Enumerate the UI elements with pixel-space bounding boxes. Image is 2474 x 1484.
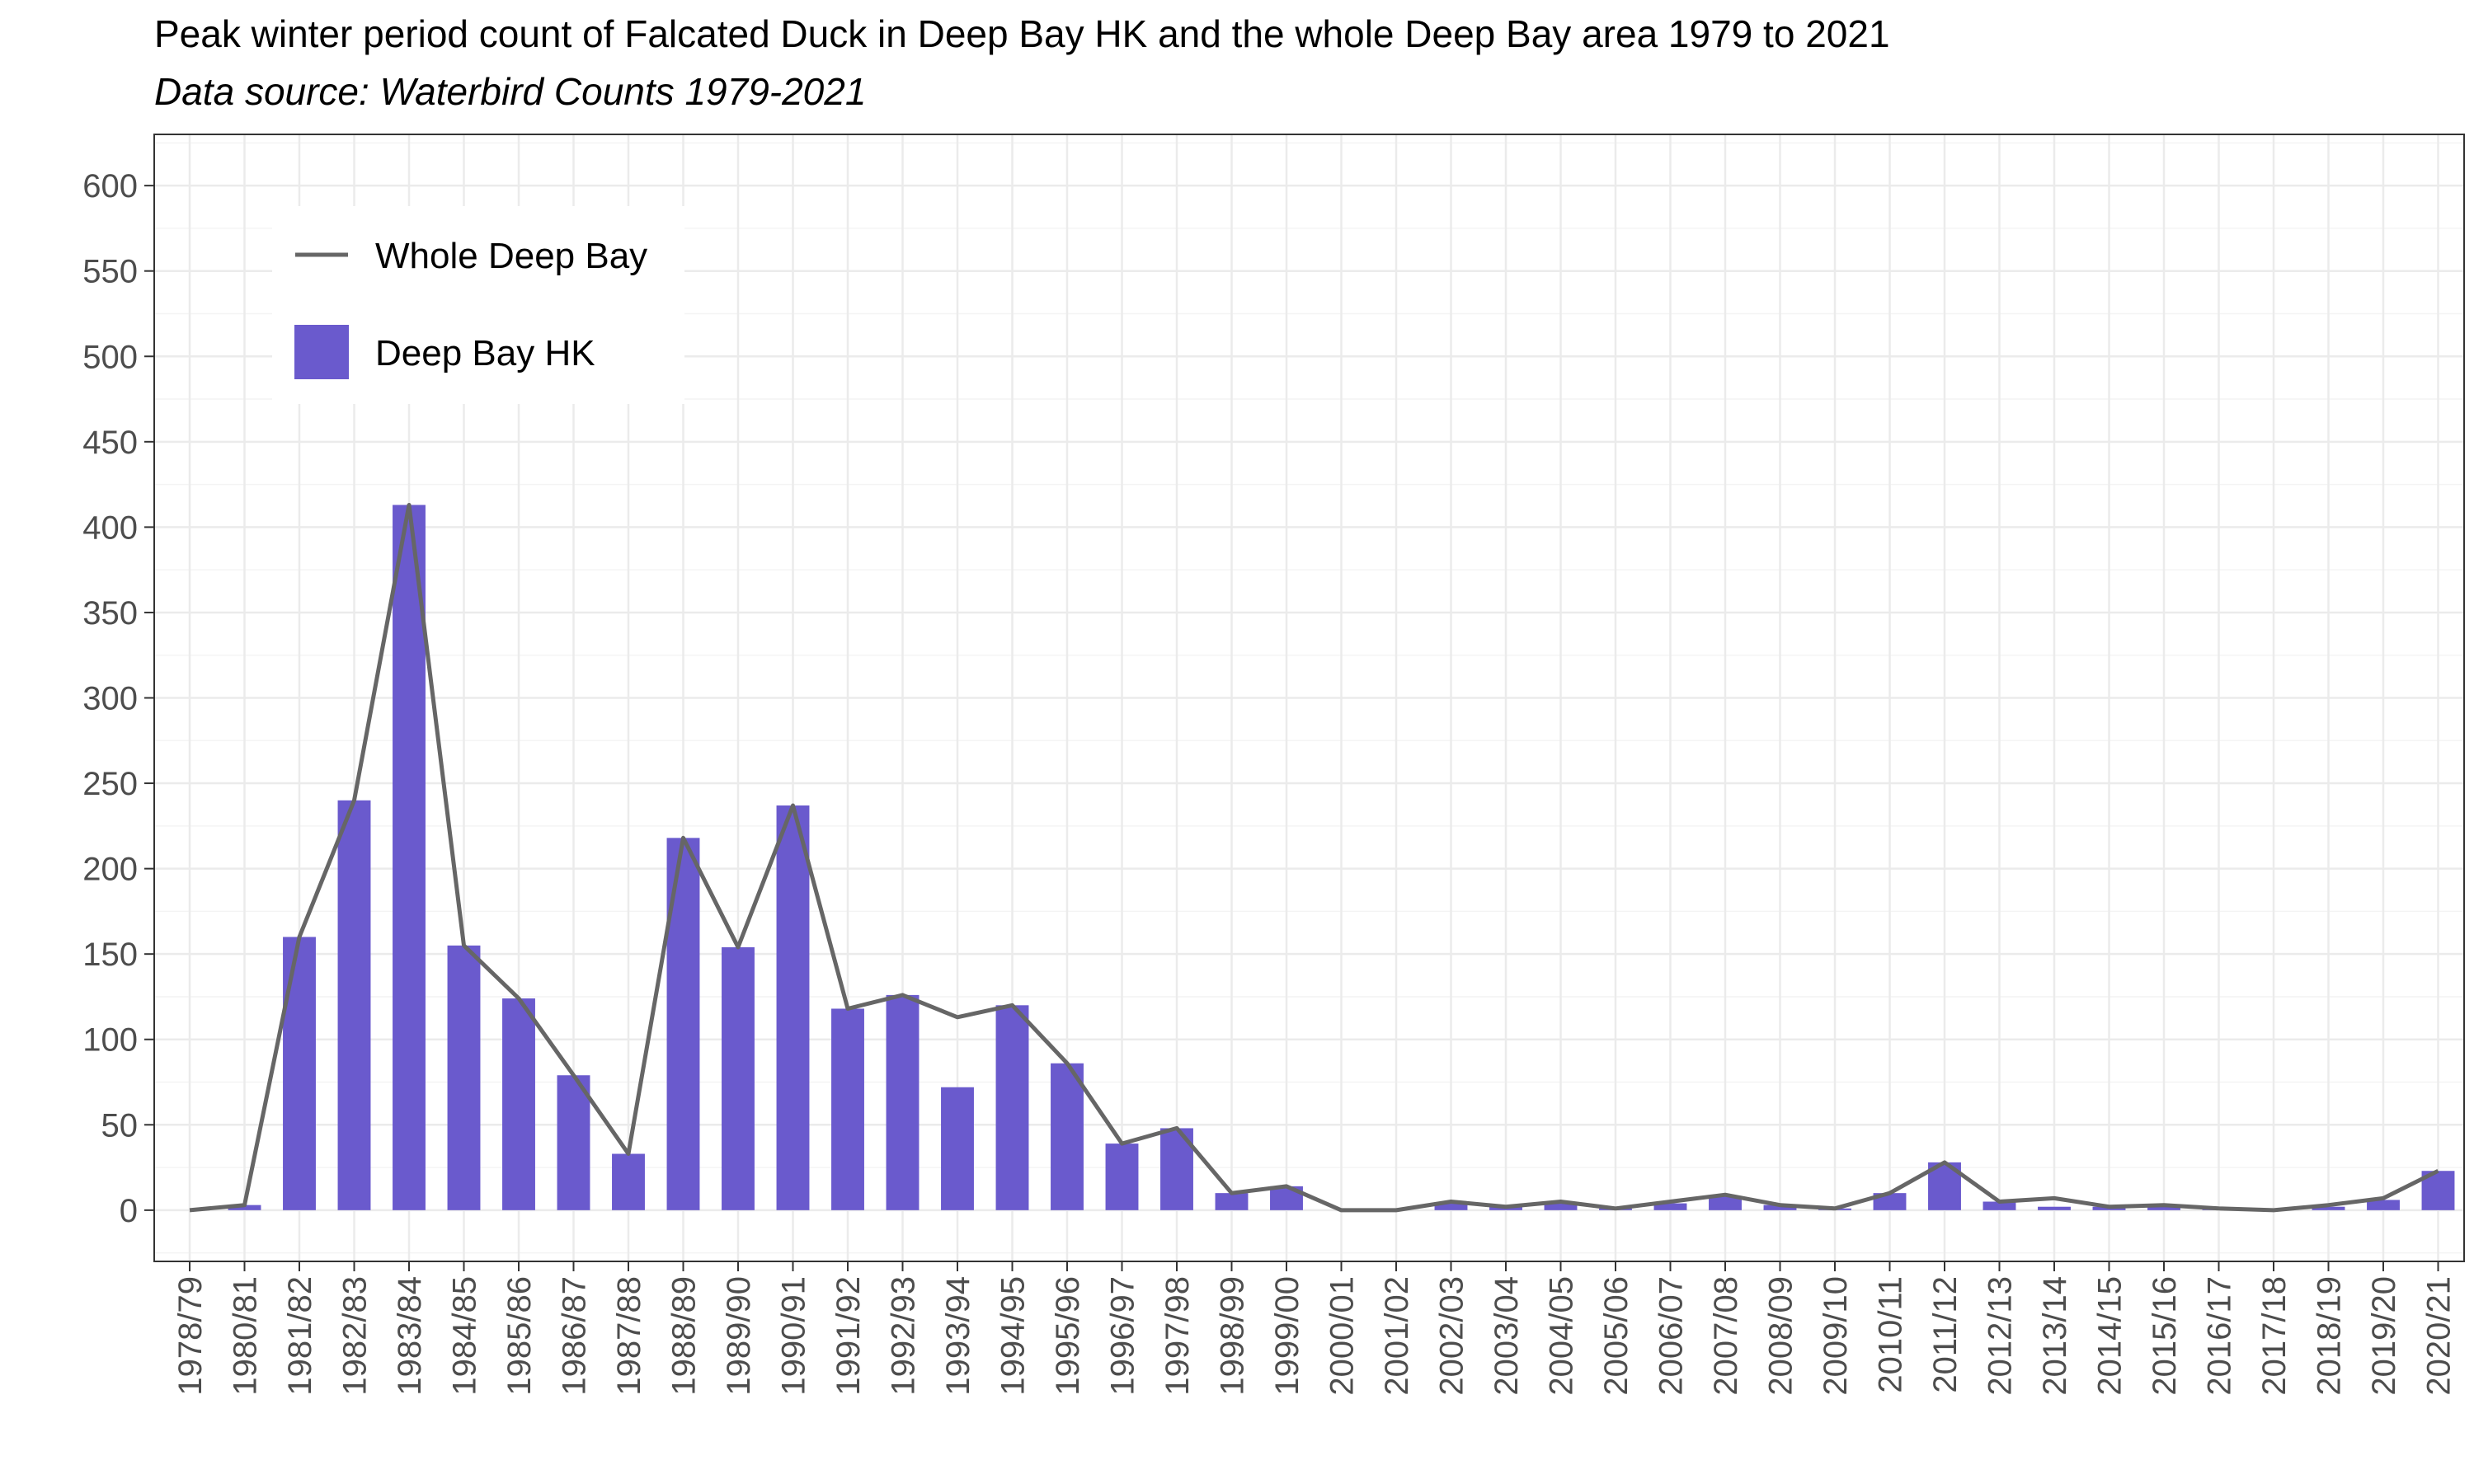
x-tick-label: 2010/11 xyxy=(1873,1276,1909,1393)
bar xyxy=(1653,1203,1687,1210)
series-line xyxy=(189,503,2439,1213)
x-tick-label: 2000/01 xyxy=(1324,1276,1361,1396)
x-tick-label: 2009/10 xyxy=(1818,1276,1854,1396)
bar xyxy=(776,805,810,1210)
legend-label-deep-bay-hk: Deep Bay HK xyxy=(375,333,595,373)
y-tick-label: 350 xyxy=(82,595,138,632)
y-tick-label: 600 xyxy=(82,168,138,204)
bar xyxy=(393,505,426,1210)
bar xyxy=(228,1205,261,1210)
x-tick-label: 2006/07 xyxy=(1653,1276,1690,1396)
chart-title: Peak winter period count of Falcated Duc… xyxy=(154,12,1890,55)
x-tick-label: 2005/06 xyxy=(1598,1276,1634,1396)
bar xyxy=(1982,1201,2016,1210)
bar xyxy=(1709,1196,1742,1210)
x-tick-label: 1998/99 xyxy=(1215,1276,1251,1396)
x-tick-label: 1988/89 xyxy=(666,1276,703,1396)
bar xyxy=(886,994,920,1210)
bar xyxy=(502,998,535,1210)
legend-key-deep-bay-hk xyxy=(294,325,349,379)
y-tick-label: 400 xyxy=(82,510,138,546)
x-tick-label: 1996/97 xyxy=(1105,1276,1141,1396)
y-axis: 0 50 100 150 200 250 300 350 400 450 500 550 600 xyxy=(82,168,154,1229)
y-tick-label: 0 xyxy=(120,1193,138,1229)
x-tick-label: 2007/08 xyxy=(1708,1276,1744,1396)
x-tick-label: 1999/00 xyxy=(1269,1276,1305,1396)
x-tick-label: 1992/93 xyxy=(886,1276,922,1396)
x-tick-label: 1981/82 xyxy=(282,1276,318,1396)
bar xyxy=(1434,1203,1468,1210)
x-tick-label: 2011/12 xyxy=(1927,1276,1964,1393)
bar xyxy=(1763,1205,1797,1210)
chart-subtitle: Data source: Waterbird Counts 1979-2021 xyxy=(154,70,867,113)
x-tick-label: 1991/92 xyxy=(830,1276,867,1396)
minor-gridlines xyxy=(154,142,2464,1254)
x-tick-label: 2020/21 xyxy=(2421,1276,2458,1396)
legend: Whole Deep Bay Deep Bay HK xyxy=(272,206,684,404)
y-tick-label: 250 xyxy=(82,766,138,802)
x-tick-label: 1984/85 xyxy=(447,1276,483,1396)
x-tick-label: 2001/02 xyxy=(1379,1276,1415,1396)
x-tick-label: 2017/18 xyxy=(2256,1276,2293,1396)
y-tick-label: 300 xyxy=(82,681,138,717)
bar xyxy=(1544,1203,1578,1210)
x-tick-label: 1978/79 xyxy=(172,1276,209,1396)
x-tick-label: 1994/95 xyxy=(995,1276,1032,1396)
x-tick-label: 2018/19 xyxy=(2312,1276,2348,1396)
bar xyxy=(557,1075,590,1210)
bar xyxy=(831,1008,864,1210)
y-tick-label: 550 xyxy=(82,254,138,290)
x-tick-label: 1990/91 xyxy=(776,1276,812,1396)
bar xyxy=(1215,1193,1249,1210)
bar xyxy=(2367,1200,2400,1210)
x-tick-label: 1987/88 xyxy=(611,1276,647,1396)
x-tick-label: 2002/03 xyxy=(1434,1276,1470,1396)
x-tick-label: 1985/86 xyxy=(501,1276,538,1396)
bar xyxy=(2312,1206,2345,1210)
bar-series-deep-bay-hk xyxy=(228,505,2455,1210)
bar xyxy=(941,1087,974,1210)
bar xyxy=(1051,1063,1084,1210)
x-tick-label: 1982/83 xyxy=(337,1276,374,1396)
x-tick-label: 1980/81 xyxy=(228,1276,264,1396)
bar xyxy=(2147,1205,2180,1210)
x-tick-label: 2019/20 xyxy=(2366,1276,2402,1396)
bar xyxy=(2038,1206,2071,1210)
x-tick-label: 2012/13 xyxy=(1982,1276,2019,1396)
bar xyxy=(612,1153,645,1210)
bar xyxy=(995,1005,1029,1210)
y-tick-label: 100 xyxy=(82,1022,138,1059)
y-tick-label: 200 xyxy=(82,852,138,888)
x-tick-label: 1995/96 xyxy=(1050,1276,1086,1396)
bar xyxy=(447,945,481,1210)
y-tick-label: 50 xyxy=(101,1107,139,1144)
x-tick-label: 2015/16 xyxy=(2147,1276,2183,1396)
x-tick-label: 2014/15 xyxy=(2092,1276,2128,1396)
legend-label-whole-deep-bay: Whole Deep Bay xyxy=(375,236,647,276)
x-tick-label: 1983/84 xyxy=(392,1276,428,1396)
x-tick-label: 1986/87 xyxy=(557,1276,593,1396)
line-series-whole-deep-bay xyxy=(189,503,2439,1213)
bar xyxy=(337,800,371,1210)
y-tick-label: 450 xyxy=(82,425,138,461)
x-tick-label: 2003/04 xyxy=(1489,1276,1525,1396)
bar xyxy=(1105,1144,1139,1210)
x-tick-label: 1993/94 xyxy=(940,1276,976,1396)
bar xyxy=(722,946,755,1210)
x-tick-label: 1989/90 xyxy=(721,1276,757,1396)
y-tick-label: 500 xyxy=(82,339,138,375)
y-tick-label: 150 xyxy=(82,937,138,973)
x-tick-label: 2013/14 xyxy=(2037,1276,2073,1396)
x-tick-label: 2008/09 xyxy=(1763,1276,1799,1396)
x-tick-label: 2016/17 xyxy=(2202,1276,2238,1396)
bar xyxy=(283,937,316,1210)
x-axis: 1978/79 1980/81 1981/82 1982/83 1983/84 1984/… xyxy=(172,1261,2458,1396)
x-tick-label: 1997/98 xyxy=(1159,1276,1196,1396)
x-tick-label: 2004/05 xyxy=(1544,1276,1580,1396)
